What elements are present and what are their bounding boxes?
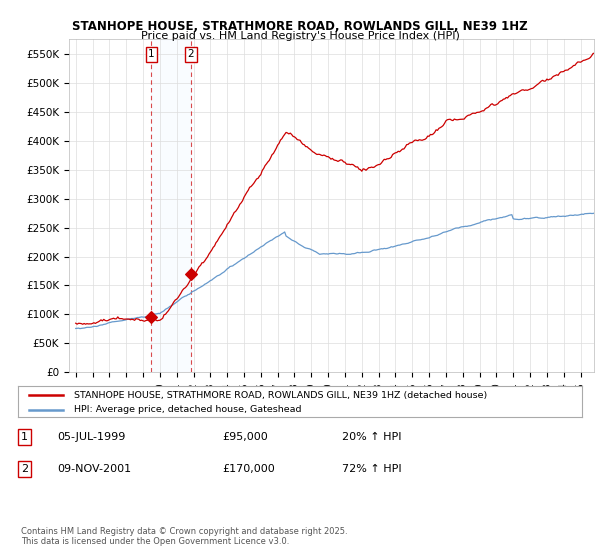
Text: Contains HM Land Registry data © Crown copyright and database right 2025.
This d: Contains HM Land Registry data © Crown c… [21, 526, 347, 546]
Text: £95,000: £95,000 [222, 432, 268, 442]
Point [186, 269, 196, 278]
Text: £170,000: £170,000 [222, 464, 275, 474]
Text: HPI: Average price, detached house, Gateshead: HPI: Average price, detached house, Gate… [74, 405, 302, 414]
Text: 1: 1 [148, 49, 155, 59]
Text: 20% ↑ HPI: 20% ↑ HPI [342, 432, 401, 442]
Text: STANHOPE HOUSE, STRATHMORE ROAD, ROWLANDS GILL, NE39 1HZ (detached house): STANHOPE HOUSE, STRATHMORE ROAD, ROWLAND… [74, 390, 488, 399]
Text: 05-JUL-1999: 05-JUL-1999 [57, 432, 125, 442]
Text: 2: 2 [187, 49, 194, 59]
Point [146, 313, 156, 322]
Text: 2: 2 [21, 464, 28, 474]
Text: Price paid vs. HM Land Registry's House Price Index (HPI): Price paid vs. HM Land Registry's House … [140, 31, 460, 41]
Text: STANHOPE HOUSE, STRATHMORE ROAD, ROWLANDS GILL, NE39 1HZ: STANHOPE HOUSE, STRATHMORE ROAD, ROWLAND… [72, 20, 528, 32]
Bar [151, 39, 191, 372]
Text: 09-NOV-2001: 09-NOV-2001 [57, 464, 131, 474]
Text: 72% ↑ HPI: 72% ↑ HPI [342, 464, 401, 474]
Text: 1: 1 [21, 432, 28, 442]
